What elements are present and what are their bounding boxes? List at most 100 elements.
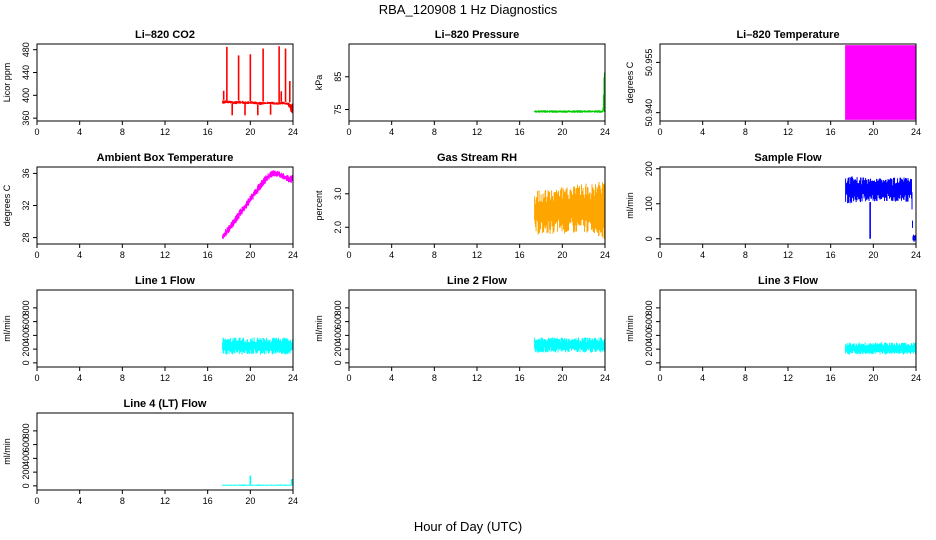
x-tick-label: 8 [743,127,748,137]
y-tick-label: 100 [644,196,654,211]
x-tick-label: 4 [77,127,82,137]
series-co2 [222,46,294,117]
x-tick-label: 12 [472,127,482,137]
x-tick-label: 8 [432,373,437,383]
data-trace [222,170,294,240]
y-tick-label: 600 [644,314,654,329]
y-tick-label: 800 [644,300,654,315]
x-tick-label: 20 [245,496,255,506]
y-tick-label: 32 [21,200,31,210]
plot-frame [36,43,294,122]
x-tick-label: 4 [77,496,82,506]
x-tick-label: 0 [34,496,39,506]
panel-title: Sample Flow [754,152,822,164]
data-trace [534,337,606,353]
x-tick-label: 0 [657,127,662,137]
y-tick-label: 50.940 [644,99,654,127]
y-axis-label: ml/min [625,192,635,219]
y-axis-label: ml/min [625,315,635,342]
panel-title: Line 3 Flow [758,275,818,287]
y-tick-label: 440 [21,65,31,80]
x-tick-label: 0 [346,250,351,260]
y-tick-label: 0 [333,360,343,365]
y-axis-label: degrees C [625,61,635,103]
y-tick-label: 400 [644,328,654,343]
y-tick-label: 28 [21,233,31,243]
panel-title: Li–820 Pressure [435,29,519,41]
series-line-4-flow [222,475,294,486]
x-tick-label: 16 [826,127,836,137]
x-tick-label: 20 [557,127,567,137]
x-tick-label: 24 [600,250,610,260]
y-tick-label: 600 [21,314,31,329]
panel-7: Line 2 Flow ml/min 0 4 8 12 16 20 24 0 20040060080… [314,275,610,383]
x-tick-label: 0 [657,373,662,383]
x-tick-label: 8 [743,250,748,260]
y-tick-label: 36 [21,168,31,178]
x-tick-label: 8 [120,250,125,260]
panel-8: Line 3 Flow ml/min 0 4 8 12 16 20 24 0 20040060080… [625,275,921,383]
x-tick-label: 20 [557,250,567,260]
data-trace [222,484,294,486]
y-tick-label: 800 [333,300,343,315]
data-trace [534,64,606,113]
panel-3: Ambient Box Temperature degrees C 0 4 8 12 16 2… [2,152,298,260]
y-axis-label: Licor ppm [2,63,12,103]
y-tick-label: 600 [333,314,343,329]
x-tick-label: 4 [389,250,394,260]
x-tick-label: 0 [346,373,351,383]
y-tick-label: 360 [21,111,31,126]
x-tick-label: 0 [346,127,351,137]
figure-title: RBA_120908 1 Hz Diagnostics [379,2,558,17]
y-axis-label: ml/min [2,315,12,342]
y-tick-label: 600 [21,437,31,452]
series-box-temp [222,170,294,240]
x-tick-label: 16 [203,496,213,506]
panel-title: Li–820 CO2 [135,29,195,41]
series-line-1-flow [222,337,294,355]
x-tick-label: 12 [783,250,793,260]
x-tick-label: 12 [472,373,482,383]
y-tick-label: 400 [21,88,31,103]
plot-frame [36,289,294,368]
panel-5: Sample Flow ml/min 0 4 8 12 16 20 24 0 100 200 [625,152,921,260]
y-tick-label: 0 [21,360,31,365]
x-tick-label: 24 [288,496,298,506]
y-axis-label: percent [314,190,324,221]
x-tick-label: 20 [245,127,255,137]
data-trace [222,100,294,117]
y-tick-label: 0 [644,236,654,241]
y-tick-label: 400 [21,328,31,343]
x-tick-label: 12 [783,373,793,383]
x-tick-label: 24 [600,373,610,383]
panel-0: Li–820 CO2 Licor ppm 0 4 8 12 16 20 24 360 400 440 4… [2,29,298,137]
series-rh [534,182,606,240]
x-tick-label: 24 [911,250,921,260]
y-tick-label: 0 [644,360,654,365]
panel-1: Li–820 Pressure kPa 0 4 8 12 16 20 24 75 85 [314,29,610,137]
y-tick-label: 50.955 [644,49,654,77]
x-tick-label: 12 [160,250,170,260]
y-axis-label: degrees C [2,184,12,226]
x-tick-label: 8 [743,373,748,383]
x-tick-label: 0 [34,250,39,260]
x-tick-label: 16 [515,127,525,137]
panel-6: Line 1 Flow ml/min 0 4 8 12 16 20 24 0 20040060080… [2,275,298,383]
x-tick-label: 16 [826,373,836,383]
x-tick-label: 24 [288,373,298,383]
x-tick-label: 20 [245,373,255,383]
x-tick-label: 0 [34,127,39,137]
data-trace [845,342,917,355]
x-tick-label: 12 [472,250,482,260]
plot-frame [659,166,917,245]
y-tick-label: 200 [644,342,654,357]
x-tick-label: 4 [700,373,705,383]
series-sample-flow [845,176,917,242]
data-trace [222,337,294,355]
plot-frame [348,43,606,122]
panel-title: Li–820 Temperature [736,29,839,41]
x-tick-label: 8 [120,373,125,383]
x-tick-label: 8 [432,250,437,260]
x-tick-label: 24 [288,250,298,260]
